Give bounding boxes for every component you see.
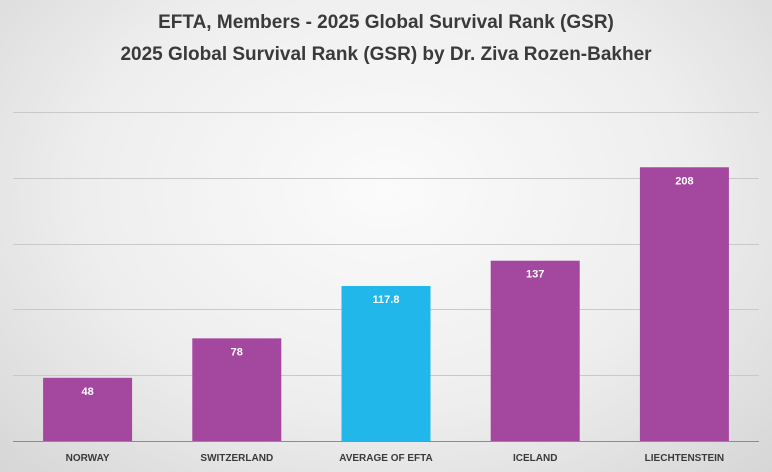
x-tick-label: NORWAY	[66, 453, 110, 464]
data-label: 208	[675, 175, 693, 187]
data-label: 78	[231, 346, 243, 358]
x-tick-label: AVERAGE OF EFTA	[339, 453, 433, 464]
bar	[341, 285, 431, 441]
data-label: 137	[526, 269, 544, 281]
bar	[192, 338, 282, 441]
bar	[43, 377, 133, 441]
data-label: 48	[81, 386, 93, 398]
chart-title: EFTA, Members - 2025 Global Survival Ran…	[158, 12, 614, 33]
data-label: 117.8	[373, 294, 400, 306]
x-tick-label: SWITZERLAND	[200, 453, 273, 464]
x-tick-label: ICELAND	[513, 453, 557, 464]
chart-subtitle: 2025 Global Survival Rank (GSR) by Dr. Z…	[120, 44, 652, 65]
bar	[639, 167, 729, 441]
bar	[490, 260, 580, 441]
x-tick-label: LIECHTENSTEIN	[645, 453, 724, 464]
